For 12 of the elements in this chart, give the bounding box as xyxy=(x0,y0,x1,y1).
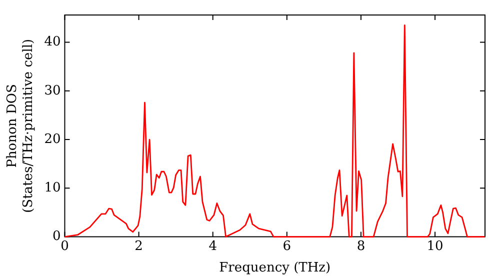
x-tick-label: 2 xyxy=(134,238,143,254)
y-tick-label: 40 xyxy=(44,34,61,50)
x-tick-label: 10 xyxy=(426,238,444,254)
y-tick-label: 10 xyxy=(44,180,61,196)
y-tick-label: 0 xyxy=(52,229,61,244)
y-axis-title: Phonon DOS (States/THz·primitive cell) xyxy=(5,38,36,213)
x-axis-title: Frequency (THz) xyxy=(219,260,331,276)
y-tick-label: 20 xyxy=(44,132,61,147)
x-tick-label: 4 xyxy=(208,238,217,254)
x-tick-label: 6 xyxy=(282,238,292,254)
y-tick-label: 30 xyxy=(44,83,61,98)
x-tick-label: 8 xyxy=(356,238,366,254)
